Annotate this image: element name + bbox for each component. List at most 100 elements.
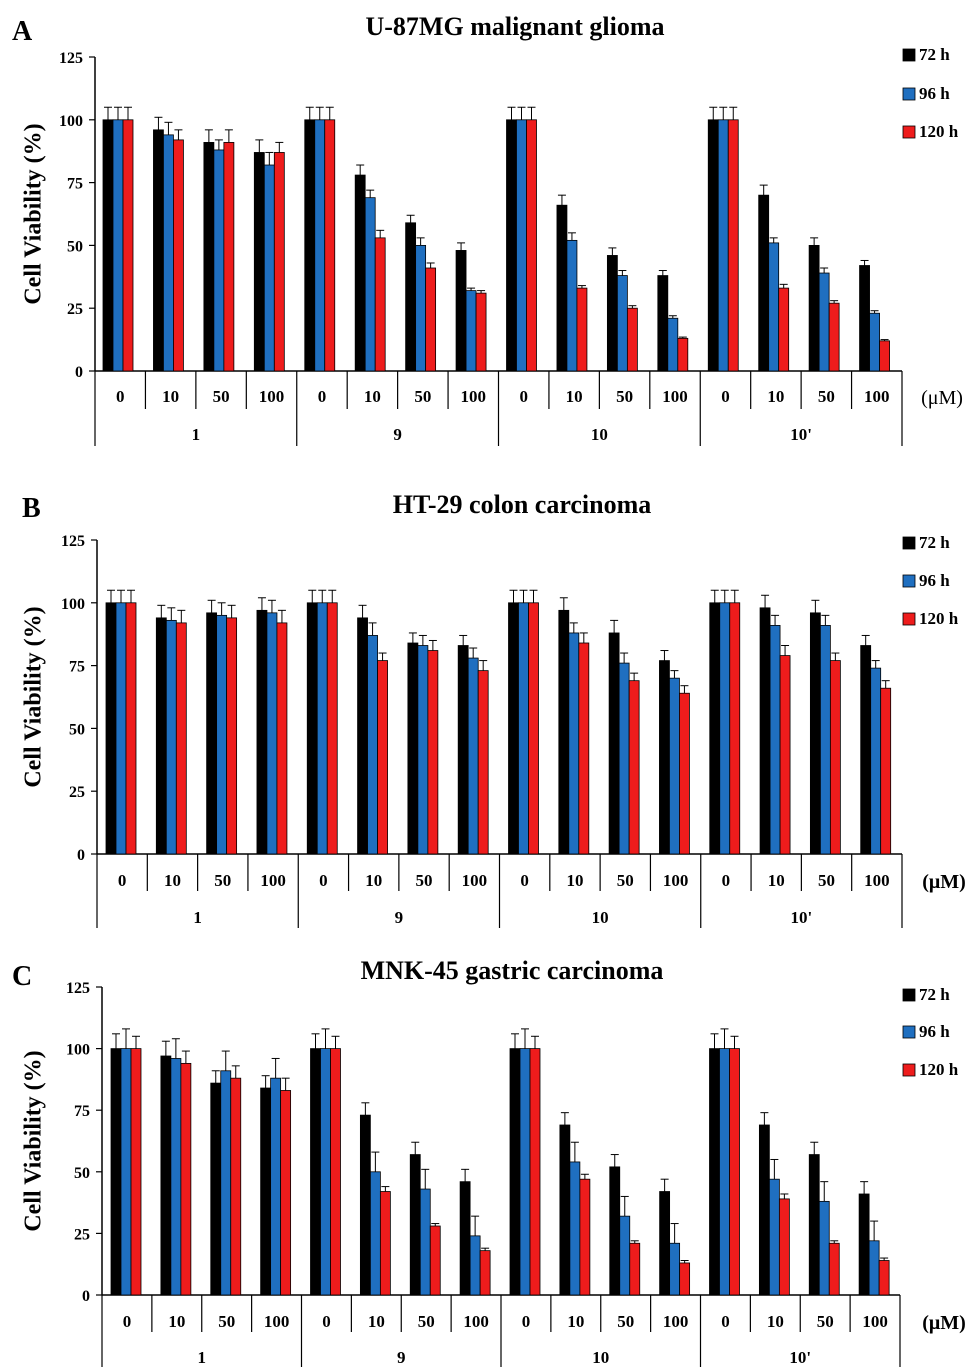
bar [828, 302, 840, 372]
bar [709, 1048, 720, 1296]
bar [266, 612, 278, 855]
bar [859, 265, 870, 372]
x-tick-label: 10 [767, 1312, 784, 1331]
bar [717, 119, 729, 372]
group-label: 9 [397, 1348, 406, 1367]
bar [679, 1262, 691, 1296]
bar [559, 1124, 571, 1296]
bar [828, 1242, 840, 1296]
bar [223, 142, 235, 372]
bar [330, 1048, 341, 1296]
x-tick-label: 10 [365, 871, 382, 890]
x-tick-label: 0 [116, 387, 125, 406]
y-tick-label: 50 [69, 721, 85, 738]
bar [216, 614, 228, 855]
bar [808, 244, 820, 372]
bar [818, 1200, 830, 1296]
bar [367, 635, 378, 855]
bar [210, 1082, 222, 1296]
bar [419, 1188, 431, 1296]
bar [377, 660, 388, 855]
bar [180, 1062, 192, 1296]
bar [659, 1191, 671, 1296]
group-label: 10 [591, 425, 608, 444]
bar [304, 119, 316, 372]
panel-letter: A [12, 16, 33, 47]
x-tick-label: 100 [864, 871, 890, 890]
panel-letter: C [12, 961, 32, 992]
x-tick-label: 50 [616, 387, 633, 406]
bar [105, 602, 117, 855]
bar [758, 194, 770, 372]
bar [616, 275, 628, 372]
y-tick-label: 125 [59, 50, 83, 67]
x-tick-label: 0 [123, 1312, 132, 1331]
bar [506, 119, 517, 372]
x-tick-label: 50 [418, 1312, 435, 1331]
legend-swatch [902, 87, 916, 101]
bar [516, 119, 527, 372]
bar [818, 272, 830, 372]
bar [455, 250, 467, 372]
bar [778, 1198, 790, 1296]
group-label: 1 [192, 425, 201, 444]
bar [769, 625, 781, 855]
y-tick-label: 25 [69, 784, 85, 801]
bar [369, 1171, 381, 1296]
bar [354, 174, 366, 372]
bar [160, 1055, 172, 1296]
bar [256, 609, 268, 855]
group-label: 9 [395, 908, 404, 927]
legend-swatch [902, 988, 916, 1002]
group-label: 10 [592, 1348, 609, 1367]
bar [618, 662, 630, 855]
x-tick-label: 50 [818, 871, 835, 890]
bar [809, 612, 821, 855]
x-tick-label: 10 [162, 387, 179, 406]
bar [125, 602, 137, 855]
x-tick-label: 10 [168, 1312, 185, 1331]
x-tick-label: 0 [721, 387, 730, 406]
bar [417, 645, 429, 855]
chart-panel-a: A U-87MG malignant glioma Cell Viability (… [12, 12, 963, 446]
bar [263, 164, 275, 372]
bar [609, 1166, 621, 1296]
x-tick-label: 10 [567, 1312, 584, 1331]
bar [110, 1048, 122, 1296]
y-tick-label: 25 [67, 301, 83, 318]
x-unit-label: (μM) [922, 871, 966, 893]
bar [102, 119, 114, 372]
bar [659, 660, 670, 855]
bar [477, 670, 489, 855]
bar [260, 1087, 272, 1296]
bar [459, 1181, 471, 1296]
x-tick-label: 0 [118, 871, 127, 890]
bar [779, 655, 791, 855]
legend-label: 72 h [919, 45, 950, 64]
group-label: 9 [393, 425, 402, 444]
x-tick-label: 100 [663, 871, 689, 890]
x-tick-label: 100 [864, 387, 890, 406]
y-tick-label: 25 [74, 1226, 90, 1243]
legend-label: 120 h [919, 122, 959, 141]
bar [213, 149, 225, 372]
bar [429, 1225, 441, 1296]
x-tick-label: 0 [519, 387, 528, 406]
x-tick-label: 10 [767, 387, 784, 406]
bar [528, 602, 539, 855]
legend-label: 96 h [919, 1022, 950, 1041]
y-tick-label: 0 [75, 364, 83, 381]
bar [425, 267, 437, 372]
legend-swatch [902, 1025, 916, 1039]
group-label: 10 [592, 908, 609, 927]
bar [270, 1077, 282, 1296]
x-tick-label: 100 [462, 871, 488, 890]
bar [465, 290, 477, 372]
bar [869, 312, 880, 372]
bar [657, 275, 669, 372]
bar [719, 1048, 730, 1296]
bar [203, 142, 215, 372]
bar [306, 602, 318, 855]
x-tick-label: 100 [662, 387, 688, 406]
